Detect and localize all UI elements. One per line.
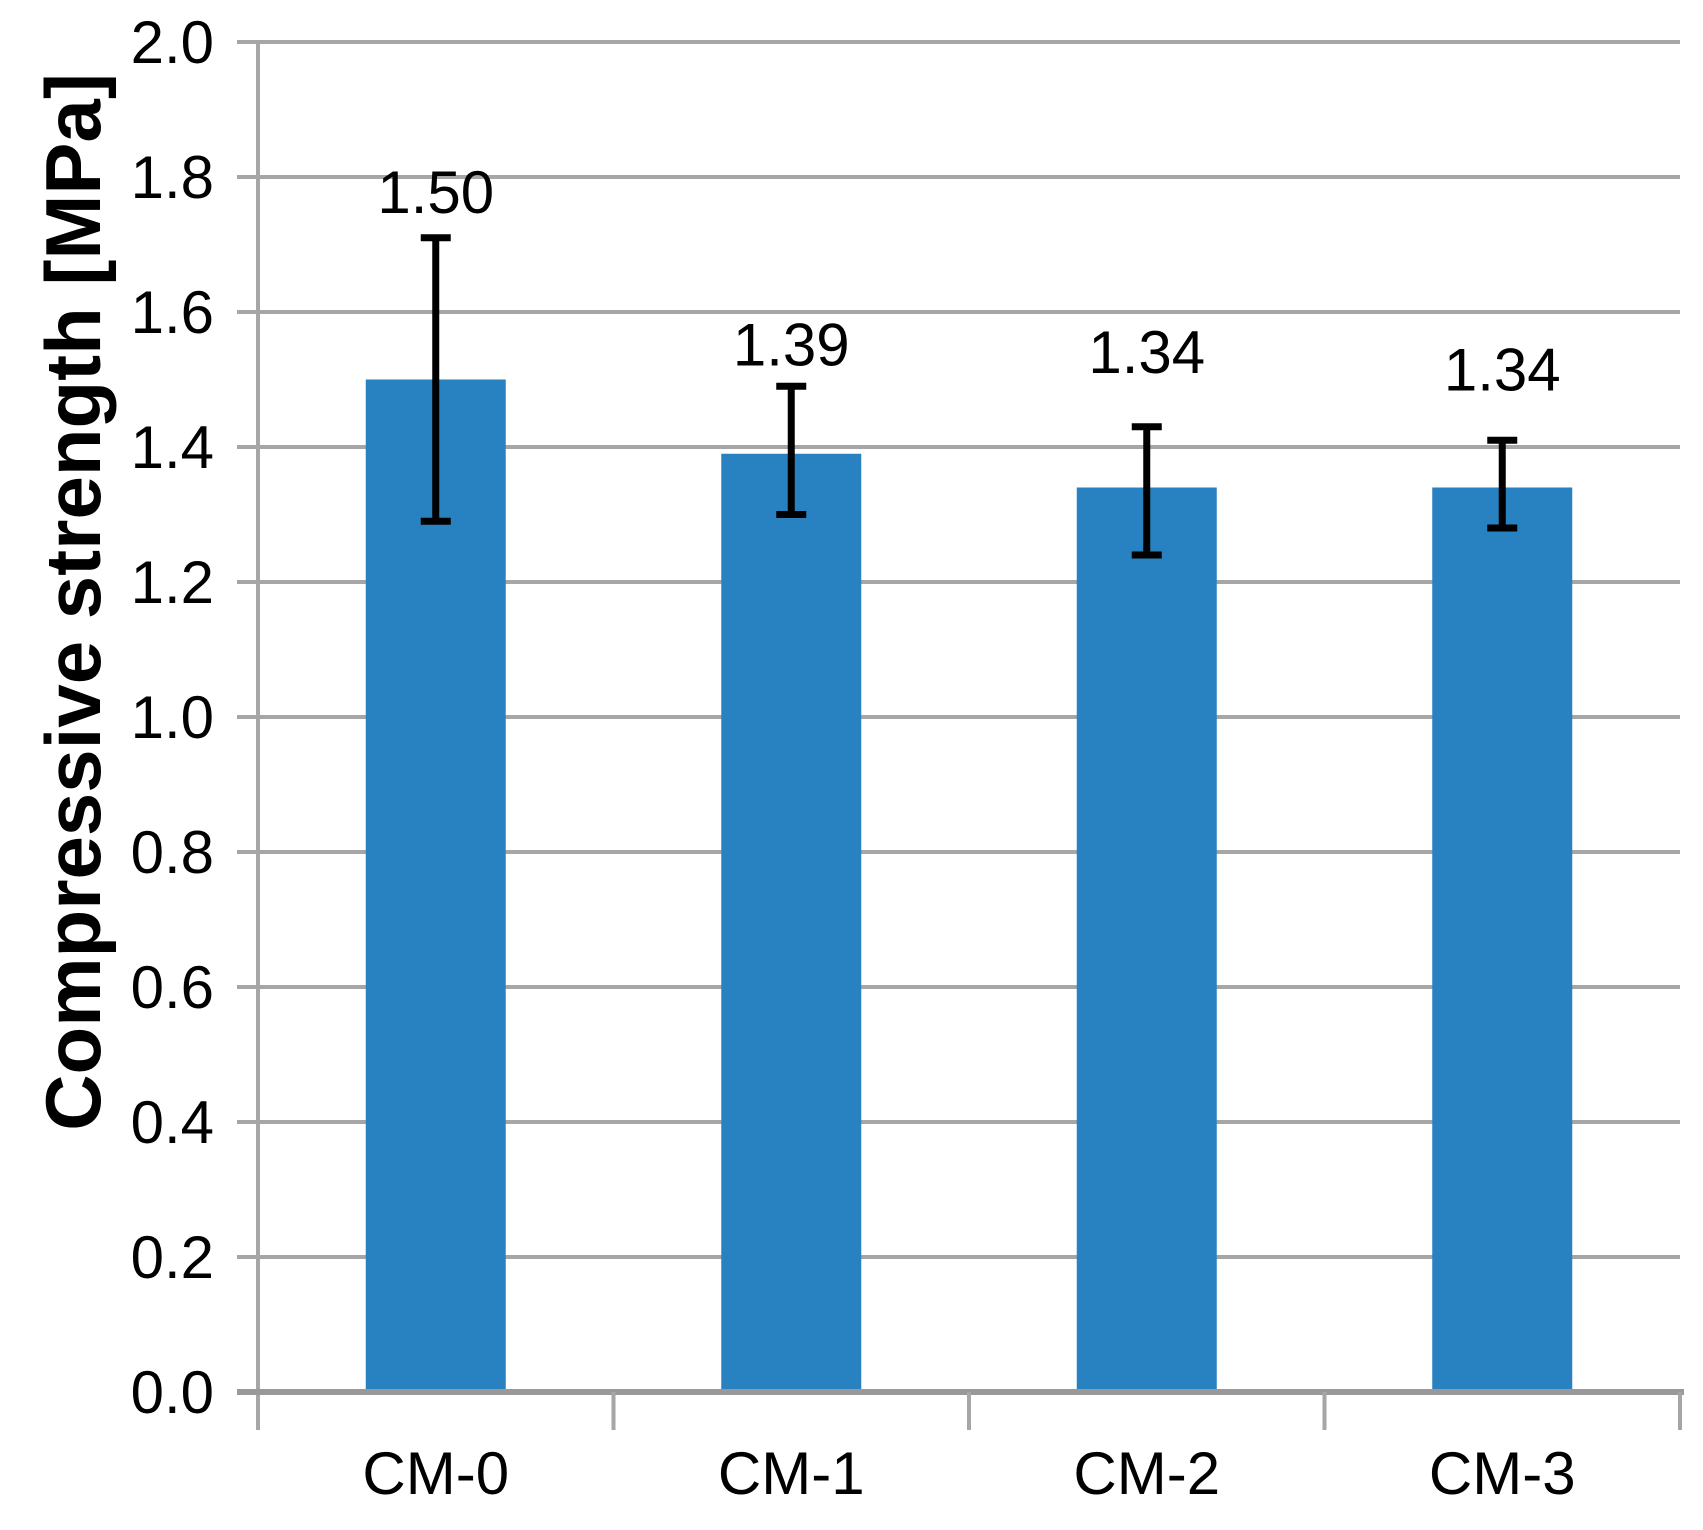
bar-cm-1	[721, 453, 862, 1392]
y-tick-label-1.4: 1.4	[131, 414, 214, 481]
x-category-label-cm-1: CM-1	[718, 1440, 865, 1507]
y-tick-label-1.2: 1.2	[131, 549, 214, 616]
y-tick-label-1.0: 1.0	[131, 684, 214, 751]
x-category-label-cm-0: CM-0	[362, 1440, 509, 1507]
y-axis-title: Compressive strength [MPa]	[29, 73, 117, 1131]
data-label-cm-0: 1.50	[377, 159, 494, 226]
y-tick-label-0.2: 0.2	[131, 1224, 214, 1291]
y-tick-label-0.6: 0.6	[131, 954, 214, 1021]
y-tick-label-0.0: 0.0	[131, 1359, 214, 1426]
y-tick-label-2.0: 2.0	[131, 9, 214, 76]
data-label-cm-3: 1.34	[1444, 336, 1561, 403]
y-tick-label-1.6: 1.6	[131, 279, 214, 346]
bar-cm-2	[1076, 487, 1217, 1392]
bar-cm-0	[365, 379, 506, 1392]
bar-cm-3	[1432, 487, 1573, 1392]
y-tick-label-0.8: 0.8	[131, 819, 214, 886]
x-category-label-cm-3: CM-3	[1429, 1440, 1576, 1507]
x-category-label-cm-2: CM-2	[1073, 1440, 1220, 1507]
data-label-cm-2: 1.34	[1088, 319, 1205, 386]
data-label-cm-1: 1.39	[733, 311, 850, 378]
y-tick-label-1.8: 1.8	[131, 144, 214, 211]
y-tick-label-0.4: 0.4	[131, 1089, 214, 1156]
